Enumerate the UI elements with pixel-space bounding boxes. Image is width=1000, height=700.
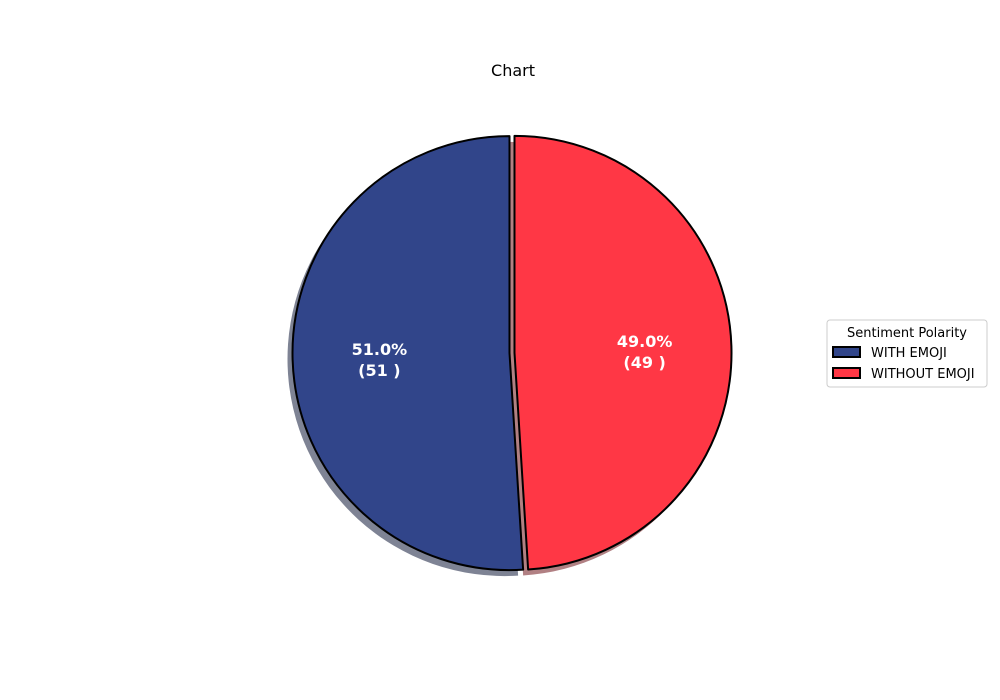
pie-slice-with-emoji [291, 135, 525, 572]
slice-percent-label-without-emoji: 49.0% [617, 332, 673, 351]
legend-title: Sentiment Polarity [847, 326, 967, 341]
legend: Sentiment Polarity WITH EMOJI WITHOUT EMO… [826, 319, 988, 388]
slice-count-label-without-emoji: (49 ) [623, 353, 665, 372]
legend-label-without-emoji: WITHOUT EMOJI [871, 367, 975, 382]
legend-frame [826, 319, 988, 388]
pie-slice-labels: 51.0% (51 ) 49.0% (49 ) [352, 332, 673, 380]
legend-swatch-without-emoji [832, 367, 861, 379]
chart-title: Chart [491, 61, 535, 80]
legend-items: WITH EMOJI WITHOUT EMOJI [832, 346, 975, 382]
slice-count-label-with-emoji: (51 ) [358, 361, 400, 380]
pie-slices [291, 134, 733, 572]
slice-percent-label-with-emoji: 51.0% [352, 340, 408, 359]
pie-slice-without-emoji [513, 134, 733, 571]
legend-swatch-with-emoji [832, 346, 861, 358]
legend-label-with-emoji: WITH EMOJI [871, 346, 947, 361]
